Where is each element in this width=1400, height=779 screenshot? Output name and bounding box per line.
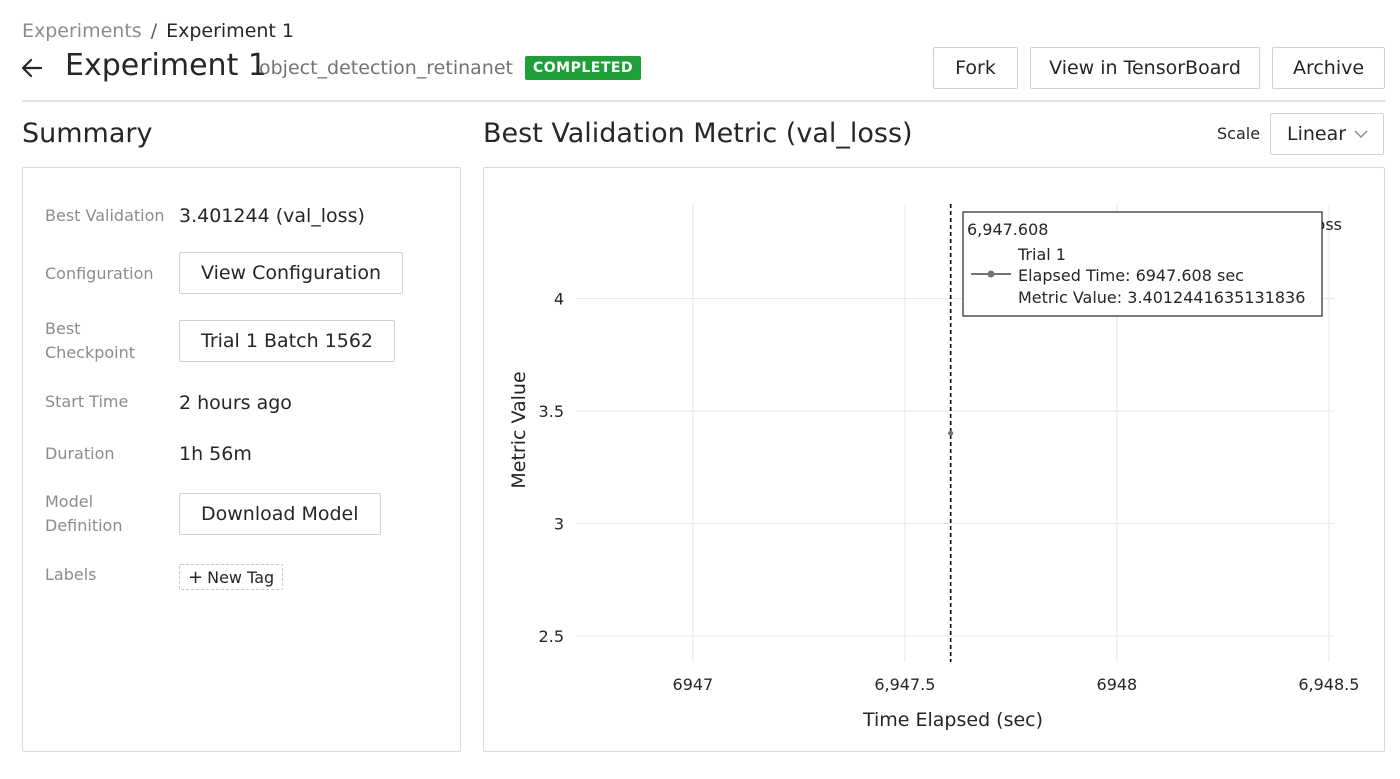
new-tag-button[interactable]: + New Tag bbox=[179, 564, 284, 590]
start-time-value: 2 hours ago bbox=[179, 392, 292, 414]
hover-tooltip: 6,947.608 Trial 1 Elapsed Time: 6947.608… bbox=[962, 211, 1323, 317]
best-checkpoint-button[interactable]: Trial 1 Batch 1562 bbox=[179, 320, 396, 362]
best-validation-label: Best Validation bbox=[45, 206, 165, 225]
breadcrumb-current: Experiment 1 bbox=[166, 20, 295, 42]
x-tick-label: 6,947.5 bbox=[874, 675, 935, 694]
model-definition-label: Model Definition bbox=[45, 492, 123, 535]
view-configuration-button[interactable]: View Configuration bbox=[179, 252, 403, 294]
tooltip-header: 6,947.608 bbox=[967, 220, 1048, 239]
best-validation-value: 3.401244 (val_loss) bbox=[179, 205, 365, 227]
x-tick-label: 6,948.5 bbox=[1298, 675, 1359, 694]
chart-ticks: 6947 6,947.5 6948 6,948.5 2.5 3 3.5 4 bbox=[539, 290, 1360, 694]
experiment-name: object_detection_retinanet bbox=[259, 57, 513, 79]
series-point bbox=[948, 430, 954, 436]
duration-value: 1h 56m bbox=[179, 443, 252, 465]
header-divider bbox=[22, 100, 1385, 102]
tooltip-box bbox=[962, 211, 1323, 317]
breadcrumb-separator: / bbox=[150, 20, 158, 42]
x-axis-title: Time Elapsed (sec) bbox=[862, 709, 1043, 731]
y-tick-label: 3.5 bbox=[539, 402, 564, 421]
y-axis-title: Metric Value bbox=[508, 371, 530, 488]
plus-icon: + bbox=[188, 566, 204, 588]
chart-title: Best Validation Metric (val_loss) bbox=[483, 118, 913, 149]
metric-chart[interactable]: 6947 6,947.5 6948 6,948.5 2.5 3 3.5 4 Time Elap… bbox=[484, 168, 1384, 751]
archive-button[interactable]: Archive bbox=[1272, 47, 1385, 89]
scale-select-value: Linear bbox=[1287, 123, 1347, 145]
back-arrow-icon[interactable] bbox=[20, 54, 46, 82]
tooltip-metric-value: Metric Value: 3.4012441635131836 bbox=[1018, 288, 1305, 307]
tooltip-series-name: Trial 1 bbox=[1017, 245, 1066, 264]
chart-panel: 6947 6,947.5 6948 6,948.5 2.5 3 3.5 4 Time Elap… bbox=[483, 167, 1385, 752]
x-tick-label: 6947 bbox=[673, 675, 714, 694]
y-tick-label: 3 bbox=[554, 515, 564, 534]
labels-label: Labels bbox=[45, 565, 97, 584]
start-time-label: Start Time bbox=[45, 392, 129, 411]
breadcrumb-experiments-link[interactable]: Experiments bbox=[22, 20, 142, 42]
y-tick-label: 4 bbox=[554, 290, 564, 309]
y-tick-label: 2.5 bbox=[539, 627, 564, 646]
scale-select[interactable]: Linear bbox=[1270, 113, 1384, 155]
summary-panel: Best Validation 3.401244 (val_loss) Conf… bbox=[22, 167, 461, 752]
new-tag-label: New Tag bbox=[207, 567, 275, 587]
configuration-label: Configuration bbox=[45, 264, 154, 283]
tooltip-series-swatch-dot bbox=[987, 270, 995, 278]
chart-series bbox=[948, 204, 954, 662]
download-model-button[interactable]: Download Model bbox=[179, 493, 381, 535]
x-tick-label: 6948 bbox=[1097, 675, 1138, 694]
breadcrumb: Experiments / Experiment 1 bbox=[22, 20, 294, 42]
tooltip-elapsed-time: Elapsed Time: 6947.608 sec bbox=[1018, 266, 1244, 285]
summary-title: Summary bbox=[22, 118, 153, 149]
duration-label: Duration bbox=[45, 444, 115, 463]
page-title: Experiment 1 bbox=[65, 48, 267, 83]
chevron-down-icon bbox=[1354, 130, 1368, 139]
fork-button[interactable]: Fork bbox=[933, 47, 1018, 89]
best-checkpoint-label: Best Checkpoint bbox=[45, 319, 136, 362]
view-tensorboard-button[interactable]: View in TensorBoard bbox=[1030, 47, 1260, 89]
scale-label: Scale bbox=[1217, 124, 1261, 143]
status-badge: COMPLETED bbox=[525, 56, 642, 80]
